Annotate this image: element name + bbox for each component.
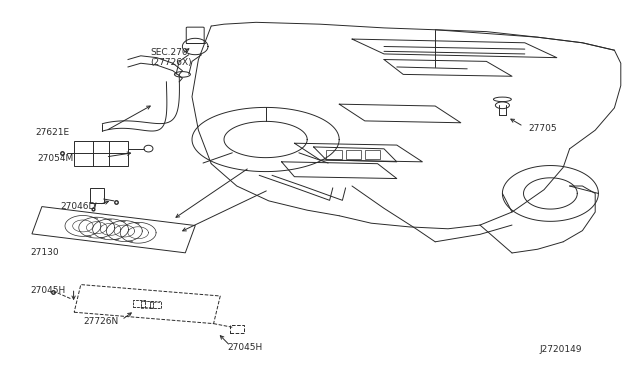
Text: 27045H: 27045H [31,286,66,295]
Text: SEC.270
(27726X): SEC.270 (27726X) [150,48,192,67]
Text: 27726N: 27726N [83,317,118,326]
Bar [346,150,361,159]
Text: 27045H: 27045H [227,343,262,352]
Text: 27130: 27130 [31,248,60,257]
Text: 27621E: 27621E [35,128,69,137]
Text: 27705: 27705 [528,124,557,133]
Text: 27054M: 27054M [37,154,74,163]
Text: 27046D: 27046D [61,202,96,211]
Bar [365,150,380,159]
Text: J2720149: J2720149 [540,345,582,354]
Bar [326,150,342,159]
